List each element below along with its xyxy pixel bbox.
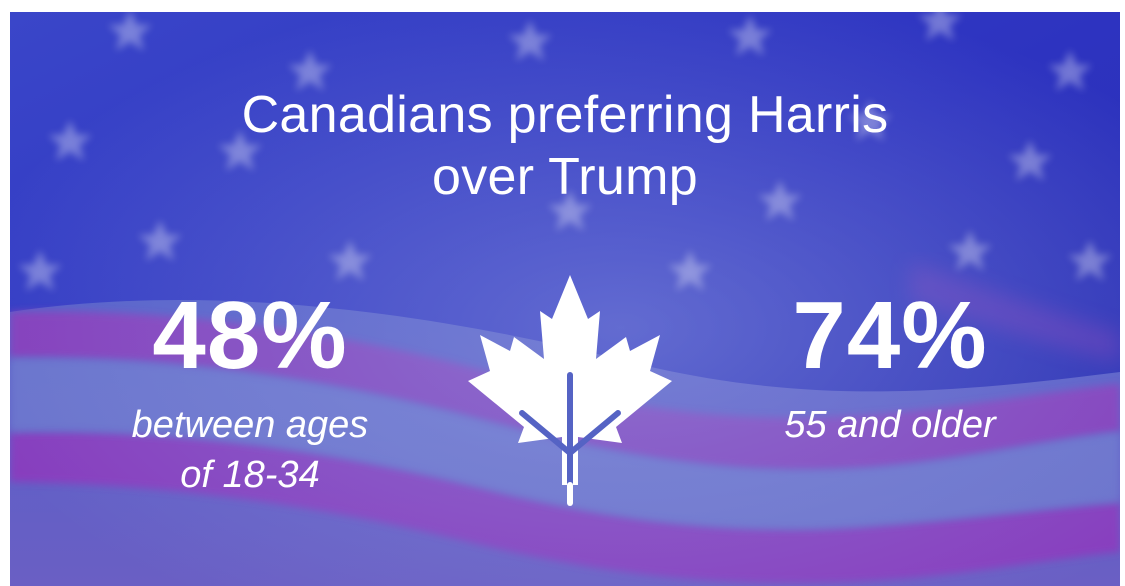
stat-value: 74%	[792, 282, 988, 389]
maple-leaf-icon	[468, 275, 672, 506]
headline-line-1: Canadians preferring Harris	[241, 86, 889, 144]
stat-caption: 55 and older	[690, 400, 1090, 450]
stat-value: 48%	[152, 282, 348, 389]
stat-caption: between ages of 18-34	[50, 400, 450, 500]
stat-caption-line-1: between ages	[131, 404, 369, 446]
stat-older-adults: 74% 55 and older	[690, 280, 1090, 450]
stat-young-adults: 48% between ages of 18-34	[50, 280, 450, 500]
headline-line-2: over Trump	[432, 148, 698, 206]
stat-caption-line-1: 55 and older	[784, 404, 996, 446]
infographic-card: Canadians preferring Harris over Trump 4…	[10, 12, 1120, 586]
stat-caption-line-2: of 18-34	[180, 454, 320, 496]
headline: Canadians preferring Harris over Trump	[10, 84, 1120, 208]
